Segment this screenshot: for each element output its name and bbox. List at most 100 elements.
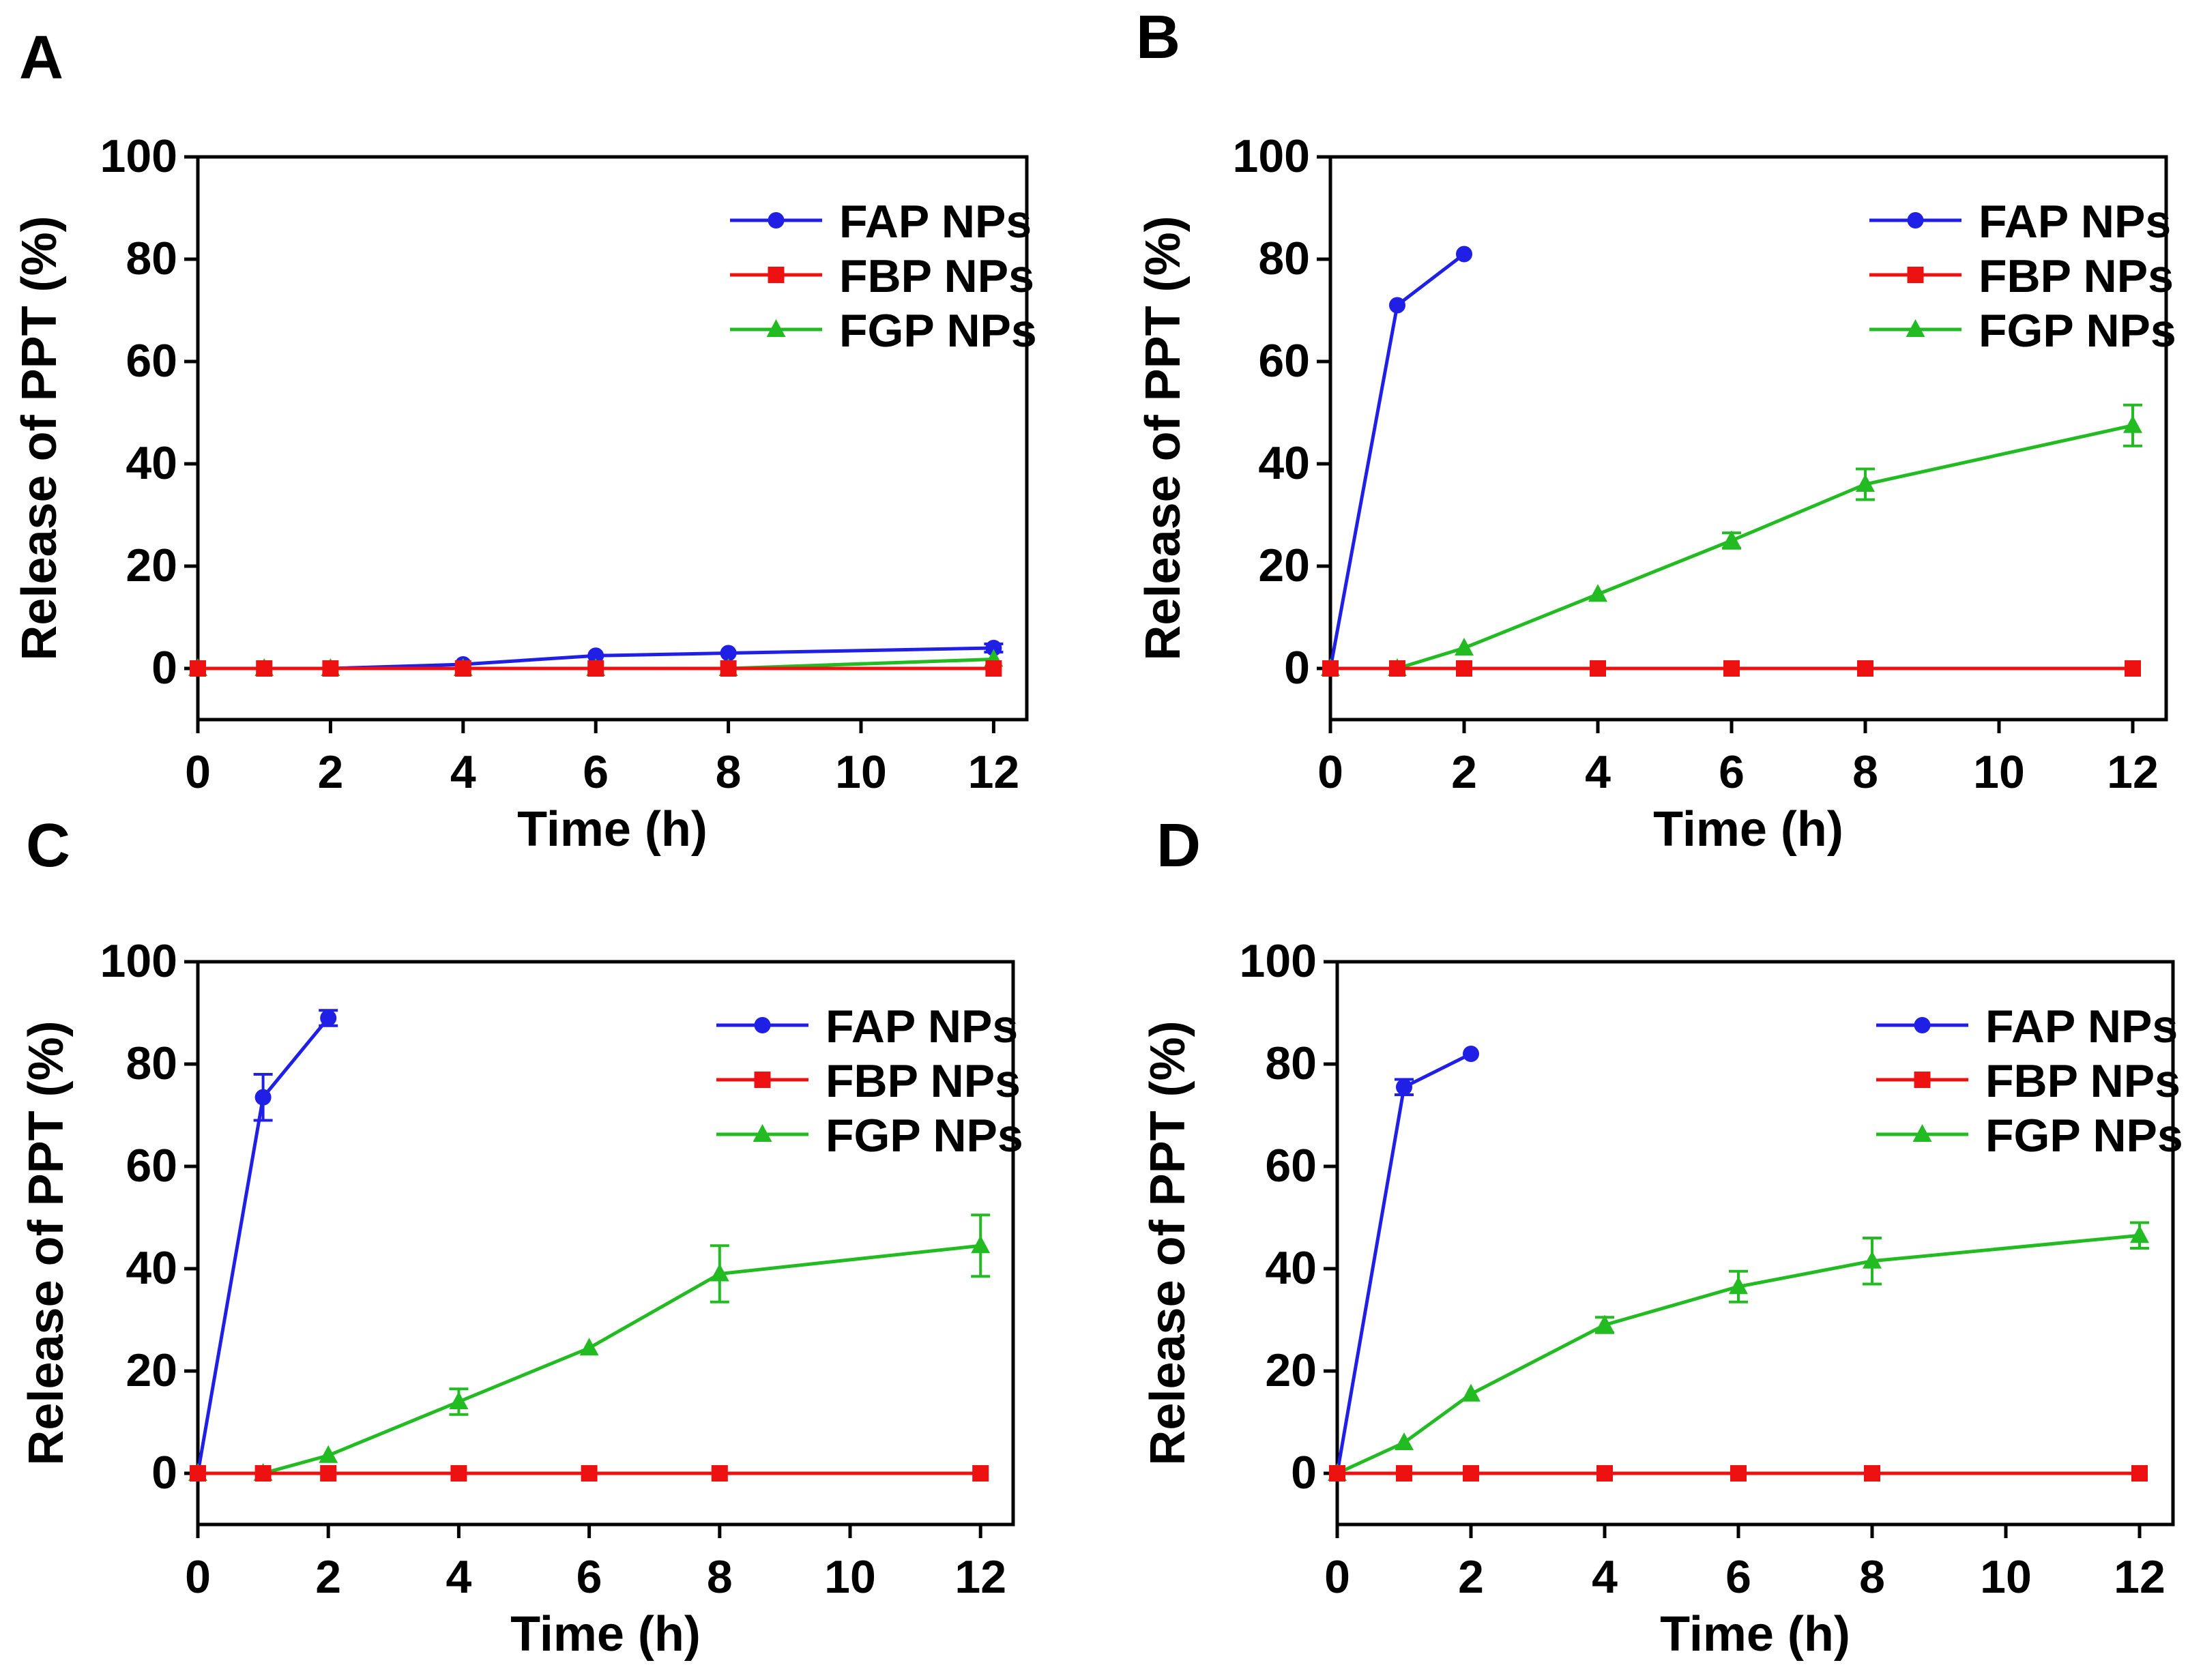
y-tick-label: 20 <box>1258 540 1310 591</box>
series-fbp-nps <box>190 1465 989 1482</box>
plot-frame <box>1328 155 2168 722</box>
legend-label: FBP NPs <box>826 1055 1021 1107</box>
legend-entry: FGP NPs <box>730 305 1037 357</box>
legend-entry: FAP NPs <box>730 196 1032 248</box>
panel-label: C <box>26 812 70 880</box>
legend-marker <box>766 319 786 337</box>
data-point <box>1329 1465 1345 1482</box>
y-tick-label: 60 <box>126 335 177 387</box>
data-point <box>2123 415 2142 433</box>
x-tick-label: 8 <box>1859 1551 1885 1603</box>
y-tick-label: 0 <box>151 1447 177 1499</box>
series-fgp-nps <box>1321 403 2142 676</box>
legend-marker <box>768 267 785 283</box>
legend-entry: FBP NPs <box>1876 1055 2180 1107</box>
legend-entry: FBP NPs <box>730 250 1034 302</box>
data-point <box>581 1465 598 1482</box>
x-axis-title: Time (h) <box>1660 1607 1850 1662</box>
data-point <box>1389 660 1405 677</box>
x-tick-label: 4 <box>446 1551 471 1603</box>
data-point <box>2125 660 2141 677</box>
legend-label: FGP NPs <box>839 305 1037 357</box>
legend-label: FAP NPs <box>826 1001 1018 1052</box>
x-tick-label: 12 <box>954 1551 1006 1603</box>
data-point <box>1456 246 1472 263</box>
legend-marker <box>1907 267 1924 283</box>
data-point <box>320 1465 337 1482</box>
legend-marker <box>1914 1072 1931 1088</box>
legend-marker <box>768 212 785 229</box>
y-tick-label: 100 <box>100 130 177 182</box>
legend-label: FAP NPs <box>1985 1001 2178 1052</box>
y-tick-label: 60 <box>126 1140 177 1192</box>
x-tick-label: 2 <box>315 1551 341 1603</box>
data-point <box>711 1465 728 1482</box>
x-tick-label: 6 <box>583 746 609 798</box>
series-fap-nps <box>1329 1046 1479 1482</box>
x-tick-label: 6 <box>1725 1551 1751 1603</box>
series-fbp-nps <box>1322 660 2141 677</box>
x-tick-label: 4 <box>1585 746 1611 798</box>
data-point <box>1590 660 1606 677</box>
legend-label: FAP NPs <box>1979 196 2171 248</box>
x-tick-label: 10 <box>1980 1551 2032 1603</box>
data-point <box>254 1465 272 1482</box>
legend-label: FAP NPs <box>839 196 1032 248</box>
y-tick-label: 60 <box>1265 1140 1317 1192</box>
legend-label: FGP NPs <box>826 1110 1023 1162</box>
data-point <box>1863 1250 1882 1269</box>
data-point <box>985 660 1002 677</box>
x-tick-label: 4 <box>450 746 476 798</box>
data-point <box>710 1263 729 1282</box>
x-tick-label: 10 <box>1973 746 2025 798</box>
legend-label: FGP NPs <box>1985 1110 2183 1162</box>
y-tick-label: 20 <box>1265 1344 1317 1396</box>
y-tick-label: 100 <box>1233 130 1310 182</box>
y-axis-title: Release of PPT (%) <box>12 216 67 660</box>
x-tick-label: 0 <box>185 746 211 798</box>
data-point <box>720 660 737 677</box>
legend-marker <box>1914 1017 1931 1033</box>
panel-label: D <box>1156 812 1201 880</box>
x-axis-title: Time (h) <box>1653 802 1843 857</box>
x-axis-title: Time (h) <box>510 1607 701 1662</box>
legend-entry: FBP NPs <box>716 1055 1021 1107</box>
legend-marker <box>1907 212 1924 229</box>
plot-frame <box>1335 960 2175 1527</box>
data-point <box>322 660 339 677</box>
legend-marker <box>1912 1124 1932 1142</box>
panel-d: D 0 20 40 60 80 100 0 2 4 6 8 10 12 Time (h) Release of… <box>1141 812 2183 1662</box>
data-point <box>319 1445 338 1463</box>
y-tick-label: 40 <box>126 1242 177 1294</box>
legend-marker <box>754 1017 771 1033</box>
y-tick-label: 0 <box>151 642 177 694</box>
data-point <box>587 660 604 677</box>
plot-frame <box>196 960 1015 1527</box>
data-point <box>1322 660 1339 677</box>
series-fgp-nps <box>1328 1221 2149 1481</box>
legend-marker <box>754 1072 771 1088</box>
y-tick-label: 100 <box>1240 935 1317 987</box>
data-point <box>190 660 206 677</box>
x-tick-label: 0 <box>1317 746 1343 798</box>
legend-marker <box>1906 319 1925 337</box>
x-tick-label: 2 <box>1458 1551 1484 1603</box>
data-point <box>985 640 1002 656</box>
x-tick-label: 8 <box>707 1551 733 1603</box>
data-point <box>256 660 273 677</box>
data-point <box>1396 1465 1412 1482</box>
legend-entry: FAP NPs <box>1869 196 2171 248</box>
data-point <box>449 1391 469 1409</box>
y-tick-label: 80 <box>1258 233 1310 284</box>
data-point <box>1456 660 1472 677</box>
data-point <box>972 1465 989 1482</box>
data-point <box>1463 1465 1479 1482</box>
x-tick-label: 2 <box>1451 746 1477 798</box>
data-point <box>190 1465 206 1482</box>
y-tick-label: 40 <box>1265 1242 1317 1294</box>
